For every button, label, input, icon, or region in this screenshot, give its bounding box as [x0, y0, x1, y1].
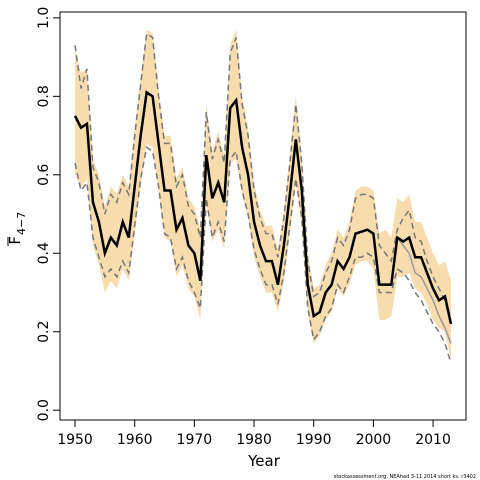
x-tick-label: 1960 — [117, 432, 153, 448]
dashed-line — [74, 146, 452, 364]
plot-area — [73, 29, 453, 364]
x-tick-label: 1970 — [177, 432, 213, 448]
plot-frame — [59, 11, 467, 421]
line — [73, 90, 453, 325]
x-tick-label: 2000 — [356, 432, 392, 448]
x-tick-label: 1980 — [236, 432, 272, 448]
y-tick-label: 0.6 — [36, 164, 52, 186]
y-tick-label: 0.8 — [36, 85, 52, 107]
y-axis-label-main: F — [6, 236, 24, 245]
y-tick-label: 0.2 — [36, 321, 52, 343]
y-tick-label: 1.0 — [36, 7, 52, 29]
y-axis-label-subscript: 4−7 — [15, 212, 28, 235]
x-tick-label: 1990 — [296, 432, 332, 448]
y-tick-label: 0.4 — [36, 242, 52, 264]
footer: stockassessment.org, NEAhad 3-11 2014 sh… — [334, 474, 476, 480]
confidence-band — [75, 29, 451, 360]
y-axis-label: F 4−7 — [6, 212, 28, 246]
dashed-line — [74, 32, 452, 325]
x-tick-label: 1950 — [57, 432, 93, 448]
y-tick-label: 0.0 — [36, 399, 52, 421]
x-axis-label: Year — [247, 452, 281, 470]
x-tick-label: 2010 — [415, 432, 451, 448]
